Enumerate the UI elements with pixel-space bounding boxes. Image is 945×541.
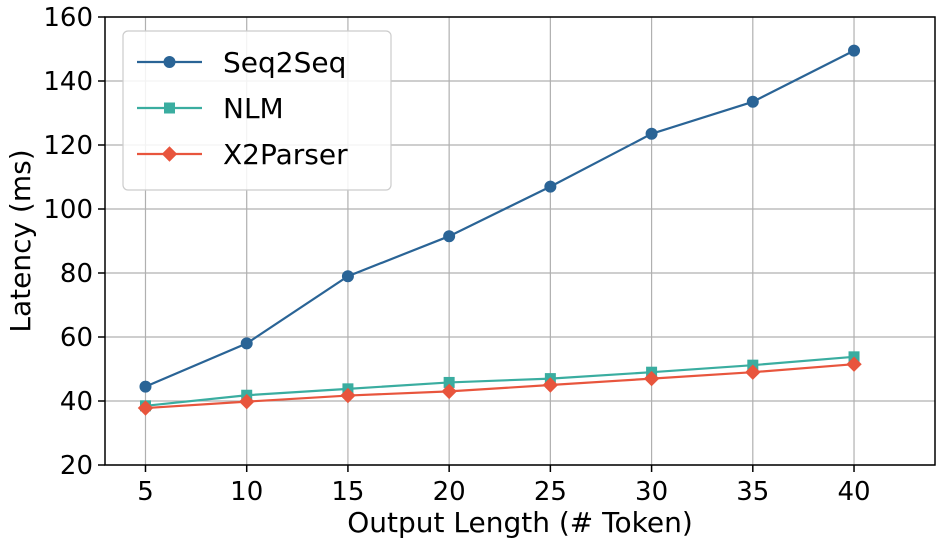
x-tick-label: 35 — [736, 477, 769, 507]
x-tick-label: 40 — [837, 477, 870, 507]
y-tick-label: 120 — [43, 131, 93, 161]
legend-entry-x2parser: X2Parser — [137, 138, 348, 171]
x2parser-point — [137, 400, 154, 416]
legend-label: NLM — [223, 92, 284, 125]
y-tick-label: 40 — [60, 387, 93, 417]
y-tick-label: 140 — [43, 67, 93, 97]
series-group — [137, 44, 862, 416]
seq2seq-point — [746, 95, 759, 108]
y-axis-label: Latency (ms) — [4, 149, 37, 332]
legend: Seq2Seq NLM X2Parser — [122, 30, 392, 191]
seq2seq-point — [544, 180, 557, 193]
x2parser-point — [340, 387, 356, 404]
seq2seq-point — [139, 380, 152, 393]
x-tick-label: 10 — [230, 477, 263, 507]
legend-marker — [161, 146, 178, 162]
x2parser-point — [846, 356, 862, 372]
y-tick-label: 160 — [43, 3, 93, 33]
x2parser-line — [145, 363, 855, 410]
series-seq2seq — [139, 44, 861, 393]
x-tick-label: 20 — [433, 477, 466, 507]
seq2seq-point — [341, 270, 354, 283]
legend-marker — [164, 102, 175, 114]
series-x2parser — [137, 356, 862, 416]
x-tick-label: 15 — [331, 477, 364, 507]
seq2seq-point — [240, 337, 253, 350]
x-tick-label: 5 — [137, 477, 154, 507]
plot-area-frame — [104, 16, 936, 466]
x2parser-point — [441, 383, 457, 400]
y-tick-label: 60 — [60, 323, 93, 353]
y-axis-ticks: 20 40 60 80 100 120 140 160 — [43, 3, 105, 481]
seq2seq-point — [645, 127, 658, 140]
x-tick-label: 25 — [534, 477, 567, 507]
y-tick-label: 100 — [43, 195, 93, 225]
legend-entry-seq2seq: Seq2Seq — [137, 46, 346, 79]
x2parser-point — [643, 370, 660, 387]
x2parser-point — [239, 393, 255, 410]
y-tick-label: 20 — [60, 451, 93, 481]
grid — [105, 16, 935, 466]
seq2seq-point — [443, 230, 456, 243]
seq2seq-line — [145, 49, 855, 388]
x2parser-point — [542, 377, 559, 393]
x2parser-point — [745, 364, 761, 380]
legend-entry-nlm: NLM — [137, 92, 284, 125]
seq2seq-point — [848, 44, 861, 57]
nlm-line — [145, 355, 855, 407]
x-axis-ticks: 5 10 15 20 25 30 35 40 — [137, 465, 871, 507]
y-tick-label: 80 — [60, 259, 93, 289]
x-axis-label: Output Length (# Token) — [347, 506, 693, 539]
legend-label: Seq2Seq — [223, 46, 346, 79]
x-tick-label: 30 — [635, 477, 668, 507]
legend-box — [122, 30, 392, 191]
legend-label: X2Parser — [223, 138, 348, 171]
legend-marker — [163, 56, 176, 68]
